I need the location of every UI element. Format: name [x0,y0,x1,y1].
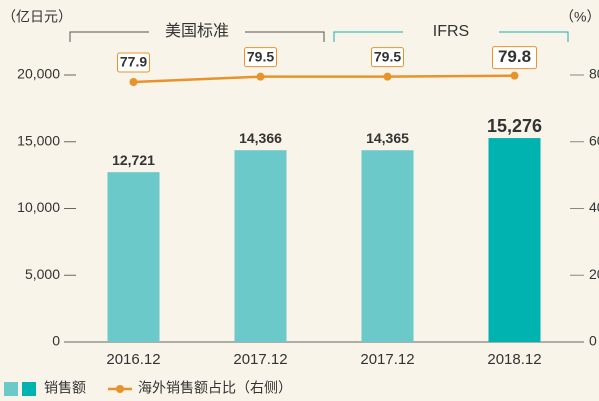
group-label: 美国标准 [165,22,229,40]
group-bracket [69,31,325,42]
x-tick-label: 2018.12 [487,351,541,368]
y2-tick-label: 40 [589,199,599,215]
group-bracket [333,31,569,42]
line-label-box [492,46,537,70]
y2-tick-label: 80 [589,66,599,82]
line-point [383,72,392,81]
y-tick-label: 5,000 [25,266,60,282]
y2-tick-label: 0 [589,333,597,349]
y-tick-label: 0 [52,333,60,349]
bar [361,150,414,342]
line-value-label: 77.9 [120,54,147,70]
line-point [510,71,519,80]
line-label-box [117,52,150,73]
bar-value-label: 15,276 [487,116,542,136]
bar-value-label: 14,366 [239,130,282,146]
y2-tick-label: 60 [589,132,599,148]
y2-tick-label: 20 [589,266,599,282]
group-label: IFRS [433,23,469,40]
y-axis-label: （亿日元） [2,9,72,25]
line-value-label: 79.5 [247,48,274,64]
bar [107,172,160,342]
y-tick-label: 15,000 [17,132,60,148]
line [133,74,515,84]
bar [234,150,287,342]
legend-label: 销售额 [44,380,86,396]
line-value-label: 79.5 [374,48,401,64]
line-point [129,78,138,87]
bar [488,138,541,342]
legend-swatch [22,382,36,396]
y2-axis-label: （%） [560,9,599,25]
line-value-label: 79.8 [498,47,531,66]
bar-value-label: 12,721 [112,152,155,168]
x-tick-label: 2016.12 [106,351,160,368]
legend-swatch [4,382,18,396]
x-tick-label: 2017.12 [360,351,414,368]
line-label-box [244,47,277,68]
legend-dot [116,385,124,393]
legend-label: 海外销售额占比（右侧） [138,380,292,396]
bar-value-label: 14,365 [366,130,409,146]
line-label-box [371,47,404,68]
x-tick-label: 2017.12 [233,351,287,368]
y-tick-label: 10,000 [17,199,60,215]
line-point [256,72,265,81]
y-tick-label: 20,000 [17,66,60,82]
